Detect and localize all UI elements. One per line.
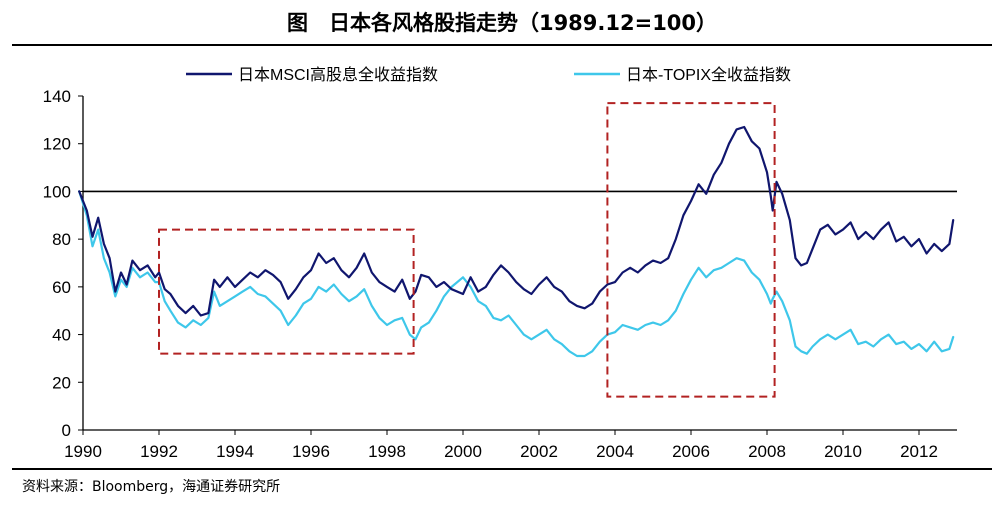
x-tick-label: 1994 xyxy=(216,442,254,461)
y-tick-label: 20 xyxy=(52,373,71,392)
x-tick-label: 1992 xyxy=(140,442,178,461)
y-tick-label: 60 xyxy=(52,278,71,297)
y-tick-label: 100 xyxy=(43,182,71,201)
x-tick-label: 2012 xyxy=(900,442,938,461)
highlight-box-2 xyxy=(606,102,776,398)
y-tick-label: 140 xyxy=(43,87,71,106)
topix-line xyxy=(78,190,955,358)
title-underline xyxy=(12,44,992,46)
x-tick-label: 2010 xyxy=(824,442,862,461)
legend-label-1: 日本MSCI高股息全收益指数 xyxy=(238,66,438,84)
x-tick-label: 2002 xyxy=(520,442,558,461)
x-tick-label: 1998 xyxy=(368,442,406,461)
source-note: 资料来源：Bloomberg，海通证券研究所 xyxy=(22,479,281,495)
y-tick-label: 40 xyxy=(52,326,71,345)
y-tick-label: 120 xyxy=(43,135,71,154)
legend-label-2: 日本-TOPIX全收益指数 xyxy=(626,66,791,84)
y-tick-label: 80 xyxy=(52,230,71,249)
source-divider xyxy=(12,468,992,470)
x-tick-label: 1990 xyxy=(64,442,102,461)
x-tick-label: 2008 xyxy=(748,442,786,461)
y-tick-label: 0 xyxy=(62,421,71,440)
x-tick-label: 2004 xyxy=(596,442,634,461)
x-tick-label: 1996 xyxy=(292,442,330,461)
x-tick-label: 2000 xyxy=(444,442,482,461)
line-chart: 0 20 40 60 80 100 120 140 1990 1992 1994 1996 1998 20… xyxy=(43,66,957,461)
chart-title: 图 日本各风格股指走势（1989.12=100） xyxy=(286,11,718,35)
x-tick-label: 2006 xyxy=(672,442,710,461)
msci-high-dividend-line xyxy=(78,125,955,317)
highlight-box-1 xyxy=(158,228,415,355)
